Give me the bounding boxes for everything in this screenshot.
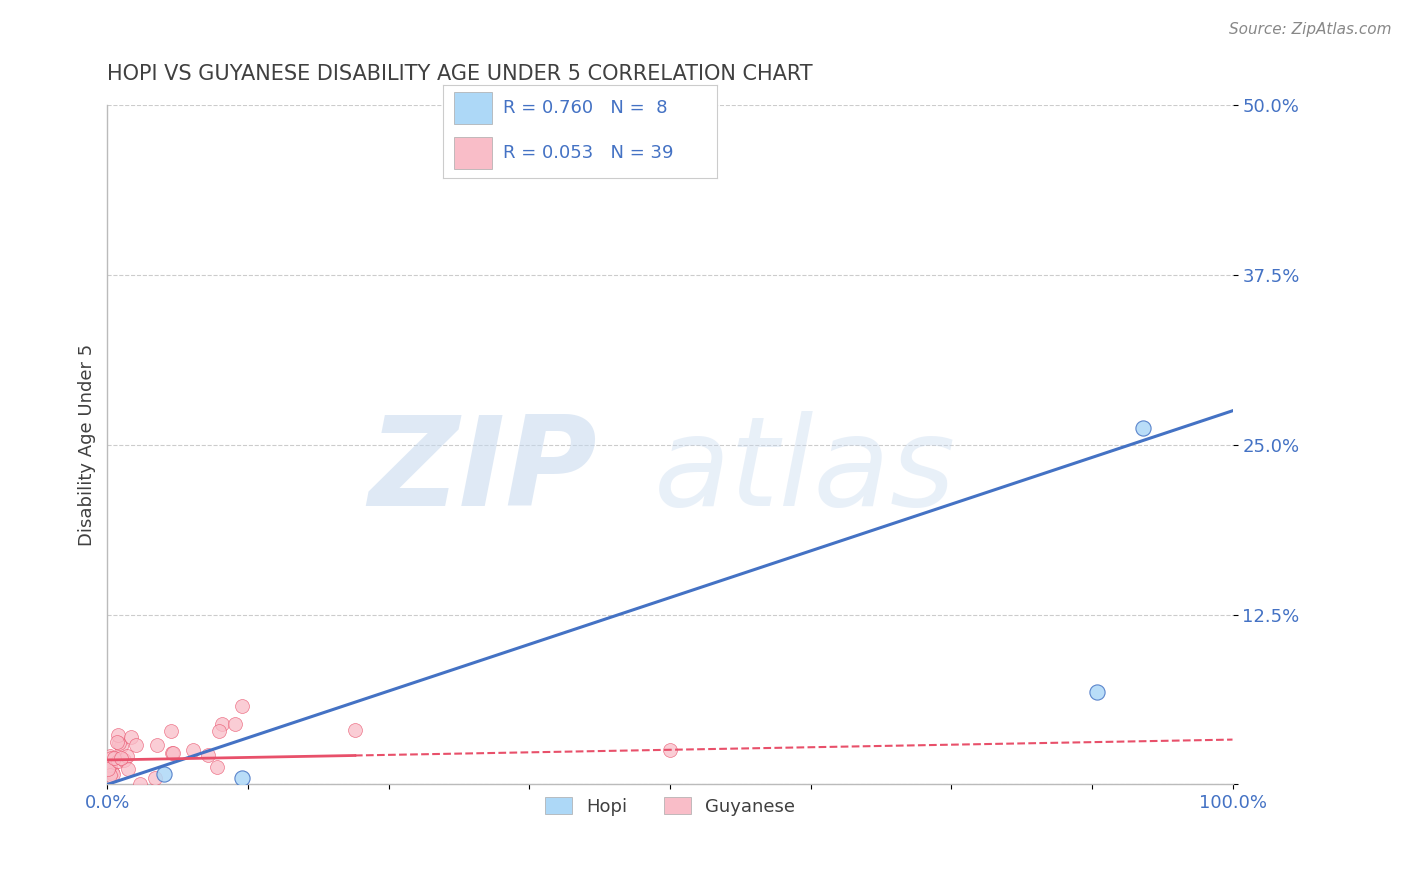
Point: [231, 771, 253, 785]
Point: [117, 762, 139, 776]
Point: [183, 743, 205, 757]
Point: [108, 736, 131, 750]
Point: [1087, 685, 1109, 699]
Point: [1132, 421, 1154, 435]
Point: [115, 748, 138, 763]
Point: [110, 750, 132, 764]
Point: [97, 762, 120, 776]
Point: [107, 754, 129, 768]
Point: [100, 764, 122, 779]
Point: [98, 768, 121, 782]
Point: [107, 727, 129, 741]
Text: R = 0.760   N =  8: R = 0.760 N = 8: [503, 99, 668, 117]
Text: R = 0.053   N = 39: R = 0.053 N = 39: [503, 145, 673, 162]
Point: [146, 739, 169, 753]
Point: [114, 753, 136, 767]
Point: [231, 698, 253, 713]
Text: Source: ZipAtlas.com: Source: ZipAtlas.com: [1229, 22, 1392, 37]
FancyBboxPatch shape: [454, 92, 492, 124]
Point: [100, 758, 122, 772]
Point: [208, 723, 231, 738]
Point: [211, 716, 233, 731]
Point: [197, 747, 219, 762]
Point: [658, 743, 681, 757]
Point: [120, 730, 142, 744]
Text: ZIP: ZIP: [368, 411, 596, 533]
Point: [162, 747, 184, 761]
Legend: Hopi, Guyanese: Hopi, Guyanese: [537, 790, 803, 823]
Point: [143, 771, 166, 785]
Point: [129, 777, 152, 791]
Point: [110, 739, 132, 754]
Point: [152, 766, 174, 780]
Point: [159, 724, 181, 739]
Point: [343, 723, 366, 737]
Point: [97, 761, 120, 775]
Point: [160, 746, 183, 760]
Point: [103, 751, 125, 765]
Point: [105, 735, 128, 749]
Point: [224, 717, 246, 731]
FancyBboxPatch shape: [454, 137, 492, 169]
Point: [205, 760, 228, 774]
Y-axis label: Disability Age Under 5: Disability Age Under 5: [79, 343, 96, 546]
Point: [125, 738, 148, 752]
Point: [101, 766, 124, 780]
Point: [98, 748, 121, 763]
Text: HOPI VS GUYANESE DISABILITY AGE UNDER 5 CORRELATION CHART: HOPI VS GUYANESE DISABILITY AGE UNDER 5 …: [107, 64, 813, 84]
Point: [100, 751, 122, 765]
Text: atlas: atlas: [654, 411, 956, 533]
